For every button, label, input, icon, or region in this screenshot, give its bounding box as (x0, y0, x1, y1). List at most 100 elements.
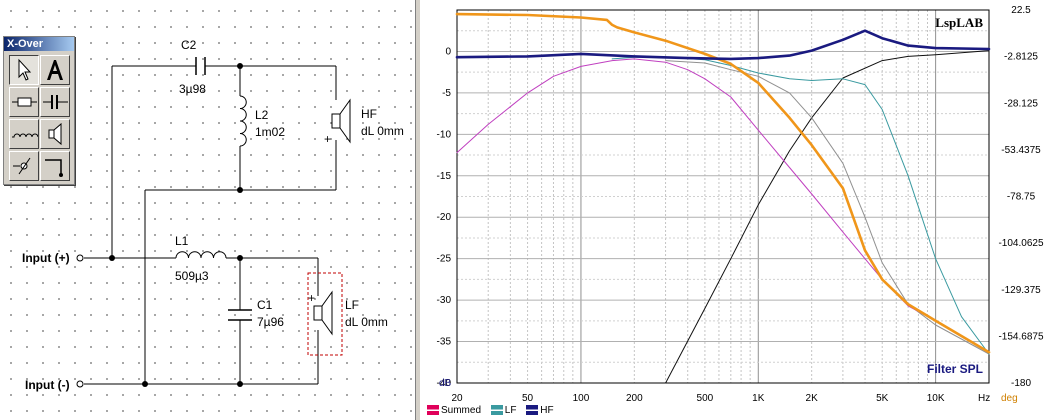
lf-offset-label: dL 0mm (345, 315, 388, 329)
pointer-icon (18, 58, 32, 81)
c2-value-label: 3µ98 (179, 82, 206, 96)
capacitor-tool-button[interactable] (40, 87, 70, 117)
inductor-tool-button[interactable] (9, 119, 39, 149)
lf-speaker-magnet (313, 305, 323, 321)
legend-item-hf[interactable]: HF (526, 405, 554, 416)
l2-value-label: 1m02 (255, 125, 285, 139)
c1-value-label: 7µ96 (257, 315, 284, 329)
c2-name-label: C2 (181, 38, 197, 52)
x-unit-label: Hz (978, 393, 990, 404)
text-tool-button[interactable] (40, 55, 70, 85)
input-pos-label: Input (+) (22, 251, 70, 265)
hf-offset-label: dL 0mm (361, 124, 404, 138)
phase-tick-label: -180 (1011, 378, 1031, 389)
inductor-l2 (239, 95, 247, 147)
l2-name-label: L2 (255, 108, 269, 122)
l1-value-label: 509µ3 (175, 269, 209, 283)
y-tick-label: -10 (437, 129, 452, 140)
legend-item-lf[interactable]: LF (490, 405, 517, 416)
speaker-tool-button[interactable] (40, 119, 70, 149)
phase-tick-label: -154.6875 (998, 331, 1043, 342)
y-unit-label: dB (439, 378, 452, 389)
lf-selection-box (307, 272, 343, 356)
wire-tool-button[interactable] (40, 151, 70, 181)
plot-frame (456, 9, 990, 384)
speaker-icon (48, 122, 62, 146)
y-tick-label: -25 (437, 254, 452, 265)
input-pos-terminal[interactable] (76, 254, 84, 262)
legend-swatch-lf (490, 405, 503, 416)
hf-speaker-cone (339, 98, 351, 144)
legend-label: LF (504, 405, 517, 416)
phase-unit-label: deg (1001, 393, 1018, 404)
y-tick-label: -20 (437, 212, 452, 223)
resistor-tool-button[interactable] (9, 87, 39, 117)
input-neg-label: Input (-) (25, 378, 70, 392)
phase-tick-label: 22.5 (1011, 5, 1031, 16)
junction-node (237, 381, 243, 387)
l1-name-label: L1 (175, 234, 189, 248)
probe-icon (13, 157, 31, 175)
phase-tick-label: -53.4375 (1001, 145, 1041, 156)
legend-label: HF (540, 405, 554, 416)
junction-node (237, 255, 243, 261)
crossover-schematic: C2 3µ98 L2 1m02 HF dL 0mm + L1 509µ3 C1 … (22, 38, 404, 392)
y-tick-label: -15 (437, 171, 452, 182)
y-tick-label: 0 (445, 46, 451, 57)
y-tick-label: -40 (437, 378, 452, 389)
hf-polarity-label: + (324, 132, 331, 146)
grid (456, 9, 990, 384)
legend-swatch-summed (427, 405, 439, 416)
xover-tool-palette[interactable]: X-Over (3, 36, 75, 185)
junction-node (237, 63, 243, 69)
legend-label: Summed (441, 405, 482, 416)
c1-name-label: C1 (257, 298, 273, 312)
input-neg-terminal[interactable] (76, 380, 84, 388)
phase-tick-label: -129.375 (1001, 285, 1041, 296)
palette-title[interactable]: X-Over (4, 37, 74, 51)
wire-icon (45, 159, 63, 177)
legend-swatch-hf (526, 405, 539, 416)
lf-name-label: LF (345, 298, 359, 312)
legend: Summed LF HF (427, 405, 561, 419)
text-icon (47, 60, 63, 80)
x-tick-label: 2K (806, 393, 819, 404)
phase-tick-label: -28.125 (1004, 98, 1038, 109)
inductor-l1 (175, 251, 227, 259)
phase-tick-label: -2.8125 (1004, 52, 1038, 63)
tick-layer: 0 -5 -10 -15 -20 -25 -30 -35 -40 20 50 100 200 500 1K 2… (437, 5, 1044, 404)
series-layer (455, 12, 991, 384)
legend-item-summed[interactable]: Summed (427, 405, 481, 416)
junction-node (237, 187, 243, 193)
resistor-icon (12, 97, 37, 107)
junction-node (109, 255, 115, 261)
x-tick-label: 100 (573, 393, 590, 404)
junction-node (142, 381, 148, 387)
hf-name-label: HF (361, 107, 377, 121)
probe-tool-button[interactable] (9, 151, 39, 181)
pointer-tool-button[interactable] (9, 55, 39, 85)
capacitor-icon (43, 95, 68, 109)
series-line (455, 12, 991, 354)
x-tick-label: 200 (626, 393, 643, 404)
hf-speaker-magnet (331, 113, 341, 129)
inductor-icon (12, 133, 38, 138)
chart-title: Filter SPL (927, 362, 983, 376)
spl-chart: 0 -5 -10 -15 -20 -25 -30 -35 -40 20 50 100 200 500 1K 2… (437, 5, 1044, 404)
brand-label: LspLAB (935, 15, 983, 30)
y-tick-label: -5 (442, 88, 451, 99)
response-graph-panel[interactable]: 0 -5 -10 -15 -20 -25 -30 -35 -40 20 50 100 200 500 1K 2… (421, 0, 1056, 420)
y-tick-label: -30 (437, 295, 452, 306)
x-tick-label: 50 (522, 393, 534, 404)
series-line (455, 29, 991, 61)
phase-tick-label: -78.75 (1007, 192, 1036, 203)
schematic-canvas[interactable]: C2 3µ98 L2 1m02 HF dL 0mm + L1 509µ3 C1 … (0, 0, 415, 420)
panel-splitter[interactable] (415, 0, 421, 420)
x-tick-label: 5K (876, 393, 889, 404)
x-tick-label: 500 (697, 393, 714, 404)
x-tick-label: 1K (752, 393, 765, 404)
lf-polarity-label: + (308, 291, 315, 305)
x-tick-label: 10K (927, 393, 945, 404)
y-tick-label: -35 (437, 337, 452, 348)
lf-speaker-cone (321, 290, 333, 336)
